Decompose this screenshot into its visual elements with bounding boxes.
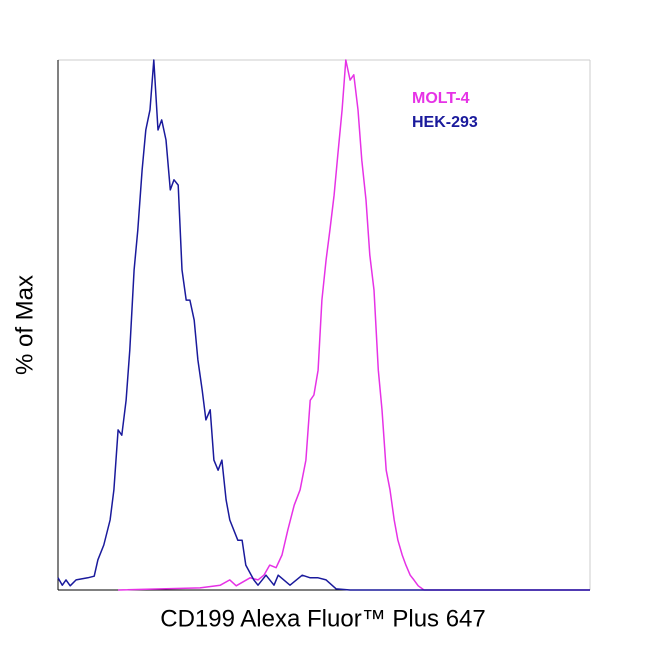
y-axis-label: % of Max	[11, 275, 38, 375]
x-axis-label: CD199 Alexa Fluor™ Plus 647	[160, 605, 486, 632]
series-line	[118, 59, 590, 591]
legend-label: HEK-293	[412, 114, 478, 131]
series-line	[57, 59, 590, 591]
legend-label: MOLT-4	[412, 90, 470, 107]
